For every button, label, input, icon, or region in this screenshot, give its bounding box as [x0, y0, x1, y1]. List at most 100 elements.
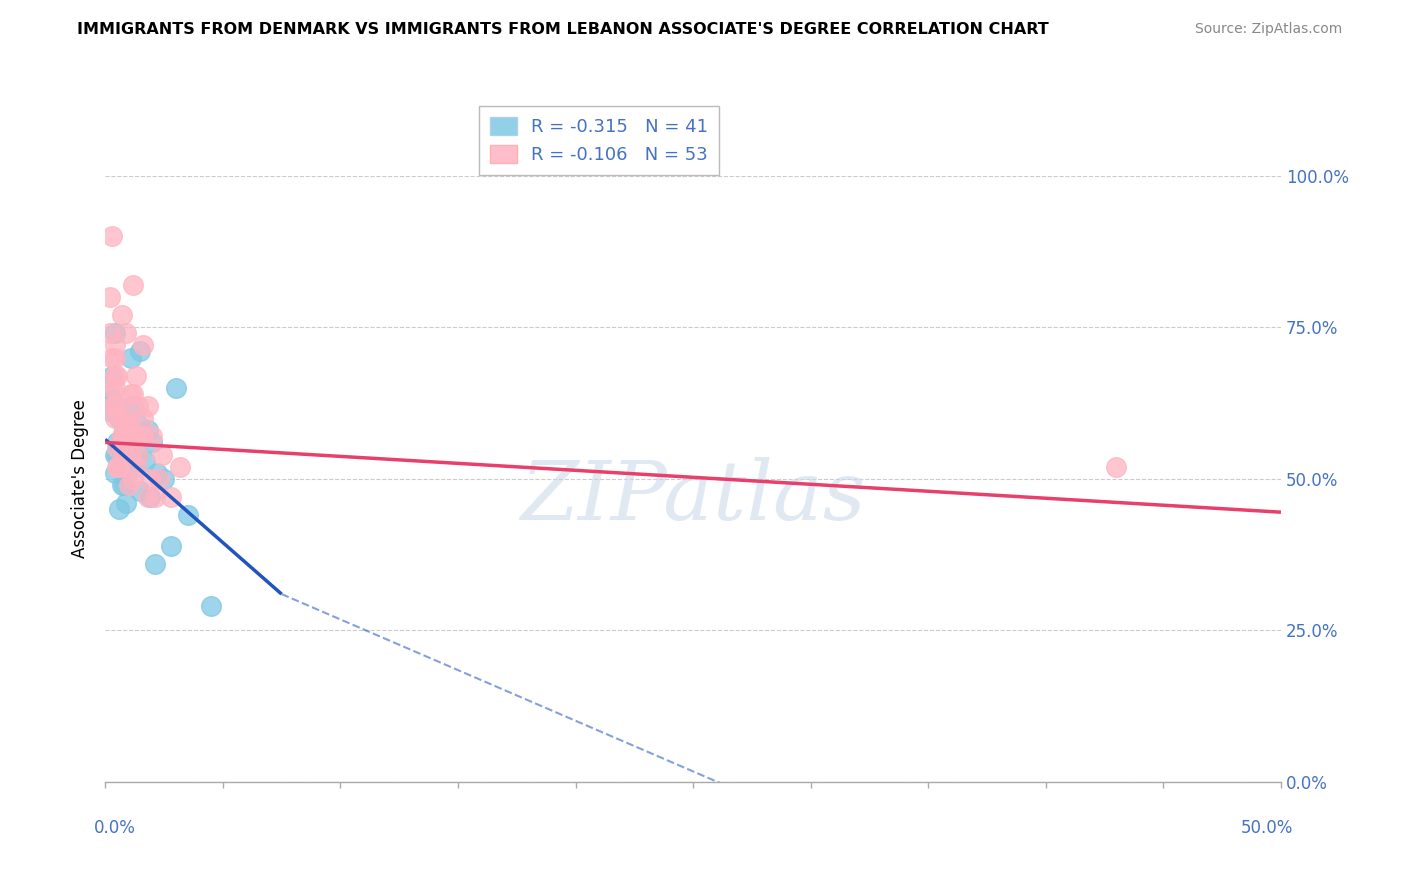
Y-axis label: Associate's Degree: Associate's Degree	[72, 400, 89, 558]
Point	[104, 351, 127, 365]
Point	[139, 472, 162, 486]
Point	[146, 466, 169, 480]
Point	[115, 429, 138, 443]
Text: IMMIGRANTS FROM DENMARK VS IMMIGRANTS FROM LEBANON ASSOCIATE'S DEGREE CORRELATIO: IMMIGRANTS FROM DENMARK VS IMMIGRANTS FR…	[77, 22, 1049, 37]
Point	[104, 338, 127, 352]
Point	[176, 508, 198, 523]
Point	[112, 435, 135, 450]
Point	[120, 351, 142, 365]
Point	[101, 405, 124, 419]
Point	[98, 387, 121, 401]
Point	[160, 539, 183, 553]
Point	[200, 599, 222, 614]
Point	[150, 448, 173, 462]
Point	[115, 442, 138, 456]
Point	[105, 435, 128, 450]
Point	[129, 429, 152, 443]
Point	[127, 399, 149, 413]
Point	[112, 478, 135, 492]
Point	[122, 277, 145, 292]
Point	[108, 459, 131, 474]
Point	[111, 442, 134, 456]
Point	[98, 290, 121, 304]
Point	[125, 429, 148, 443]
Point	[104, 448, 127, 462]
Text: 0.0%: 0.0%	[93, 819, 135, 837]
Point	[122, 387, 145, 401]
Point	[104, 411, 127, 425]
Point	[105, 442, 128, 456]
Point	[143, 557, 166, 571]
Point	[148, 472, 170, 486]
Point	[112, 423, 135, 437]
Point	[98, 326, 121, 341]
Point	[136, 399, 159, 413]
Point	[111, 308, 134, 322]
Point	[127, 448, 149, 462]
Point	[104, 399, 127, 413]
Point	[127, 448, 149, 462]
Point	[129, 344, 152, 359]
Point	[120, 448, 142, 462]
Point	[143, 490, 166, 504]
Point	[125, 368, 148, 383]
Point	[111, 429, 134, 443]
Point	[165, 381, 187, 395]
Point	[101, 381, 124, 395]
Point	[120, 423, 142, 437]
Point	[101, 392, 124, 407]
Point	[132, 429, 155, 443]
Point	[104, 466, 127, 480]
Point	[129, 483, 152, 498]
Point	[115, 466, 138, 480]
Point	[104, 326, 127, 341]
Point	[101, 399, 124, 413]
Point	[120, 387, 142, 401]
Point	[115, 496, 138, 510]
Point	[141, 435, 163, 450]
Text: 50.0%: 50.0%	[1240, 819, 1292, 837]
Text: Source: ZipAtlas.com: Source: ZipAtlas.com	[1195, 22, 1343, 37]
Point	[118, 478, 141, 492]
Point	[111, 435, 134, 450]
Point	[122, 453, 145, 467]
Point	[112, 411, 135, 425]
Point	[105, 368, 128, 383]
Point	[169, 459, 191, 474]
Point	[115, 417, 138, 432]
Point	[104, 381, 127, 395]
Point	[111, 459, 134, 474]
Point	[108, 459, 131, 474]
Point	[108, 502, 131, 516]
Point	[118, 417, 141, 432]
Point	[104, 368, 127, 383]
Point	[134, 453, 156, 467]
Point	[153, 472, 176, 486]
Point	[122, 472, 145, 486]
Point	[101, 351, 124, 365]
Point	[125, 459, 148, 474]
Point	[122, 399, 145, 413]
Point	[132, 338, 155, 352]
Point	[101, 229, 124, 244]
Point	[136, 423, 159, 437]
Point	[105, 399, 128, 413]
Point	[125, 459, 148, 474]
Point	[112, 429, 135, 443]
Point	[108, 411, 131, 425]
Point	[132, 411, 155, 425]
Point	[115, 326, 138, 341]
Point	[160, 490, 183, 504]
Point	[108, 411, 131, 425]
Point	[105, 448, 128, 462]
Point	[105, 459, 128, 474]
Point	[139, 490, 162, 504]
Point	[111, 478, 134, 492]
Point	[101, 368, 124, 383]
Text: ZIPatlas: ZIPatlas	[520, 457, 866, 537]
Point	[1105, 459, 1128, 474]
Legend: R = -0.315   N = 41, R = -0.106   N = 53: R = -0.315 N = 41, R = -0.106 N = 53	[479, 106, 718, 175]
Point	[118, 442, 141, 456]
Point	[127, 417, 149, 432]
Point	[141, 429, 163, 443]
